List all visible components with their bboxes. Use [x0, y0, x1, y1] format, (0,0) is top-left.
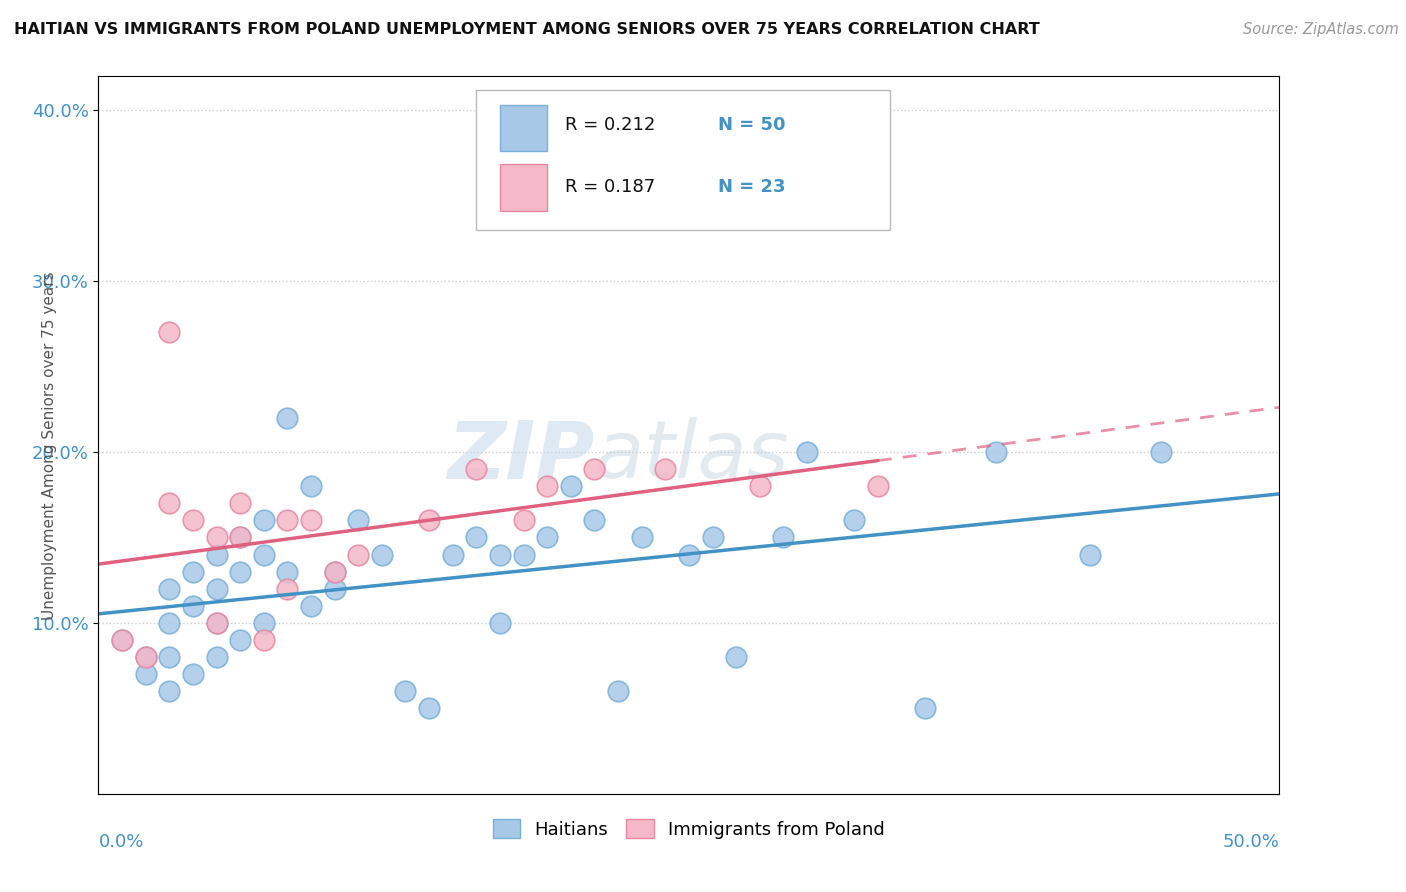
Point [512, 513, 534, 527]
Point [229, 633, 252, 648]
Point [725, 650, 748, 665]
Point [772, 530, 794, 544]
Point [536, 530, 558, 544]
Point [205, 615, 228, 630]
Point [984, 445, 1007, 459]
Point [205, 615, 228, 630]
Point [229, 530, 252, 544]
Point [630, 530, 652, 544]
Point [844, 513, 866, 527]
Point [654, 462, 676, 476]
Point [418, 701, 440, 715]
Point [866, 479, 889, 493]
Point [583, 513, 606, 527]
Point [181, 599, 204, 613]
Point [111, 633, 134, 648]
Point [253, 615, 276, 630]
Point [323, 565, 346, 579]
Point [1080, 548, 1102, 562]
Point [299, 599, 322, 613]
Point [276, 582, 298, 596]
Point [678, 548, 700, 562]
Point [157, 650, 180, 665]
Text: atlas: atlas [595, 417, 789, 495]
FancyBboxPatch shape [477, 90, 890, 230]
Point [181, 565, 204, 579]
Text: 50.0%: 50.0% [1223, 833, 1279, 851]
Text: Source: ZipAtlas.com: Source: ZipAtlas.com [1243, 22, 1399, 37]
Point [583, 462, 606, 476]
Point [323, 582, 346, 596]
Point [536, 479, 558, 493]
Point [205, 650, 228, 665]
Point [205, 548, 228, 562]
Point [135, 650, 157, 665]
Point [394, 684, 416, 698]
Point [135, 667, 157, 681]
Text: N = 50: N = 50 [718, 116, 786, 134]
Point [702, 530, 724, 544]
Point [512, 548, 534, 562]
Point [914, 701, 936, 715]
Point [796, 445, 818, 459]
Point [205, 530, 228, 544]
Point [157, 684, 180, 698]
Point [371, 548, 394, 562]
Point [229, 530, 252, 544]
Point [111, 633, 134, 648]
Point [489, 548, 512, 562]
Point [347, 513, 370, 527]
Point [1150, 445, 1173, 459]
Point [229, 496, 252, 510]
Point [560, 479, 582, 493]
Point [299, 513, 322, 527]
Text: N = 23: N = 23 [718, 178, 786, 196]
Point [299, 479, 322, 493]
Point [465, 530, 488, 544]
Point [489, 615, 512, 630]
Legend: Haitians, Immigrants from Poland: Haitians, Immigrants from Poland [486, 812, 891, 846]
Point [157, 496, 180, 510]
Point [157, 615, 180, 630]
Point [441, 548, 464, 562]
Point [276, 513, 298, 527]
FancyBboxPatch shape [501, 104, 547, 152]
Point [276, 565, 298, 579]
Point [465, 462, 488, 476]
Text: HAITIAN VS IMMIGRANTS FROM POLAND UNEMPLOYMENT AMONG SENIORS OVER 75 YEARS CORRE: HAITIAN VS IMMIGRANTS FROM POLAND UNEMPL… [14, 22, 1040, 37]
Text: R = 0.187: R = 0.187 [565, 178, 655, 196]
Point [157, 582, 180, 596]
Text: R = 0.212: R = 0.212 [565, 116, 655, 134]
Point [748, 479, 770, 493]
Text: Unemployment Among Seniors over 75 years: Unemployment Among Seniors over 75 years [42, 272, 56, 620]
FancyBboxPatch shape [501, 164, 547, 211]
Point [253, 513, 276, 527]
Point [135, 650, 157, 665]
Point [347, 548, 370, 562]
Point [181, 513, 204, 527]
Point [181, 667, 204, 681]
Point [253, 633, 276, 648]
Point [253, 548, 276, 562]
Text: ZIP: ZIP [447, 417, 595, 495]
Point [276, 410, 298, 425]
Point [157, 325, 180, 339]
Point [607, 684, 630, 698]
Point [205, 582, 228, 596]
Point [323, 565, 346, 579]
Point [418, 513, 440, 527]
Point [229, 565, 252, 579]
Text: 0.0%: 0.0% [98, 833, 143, 851]
